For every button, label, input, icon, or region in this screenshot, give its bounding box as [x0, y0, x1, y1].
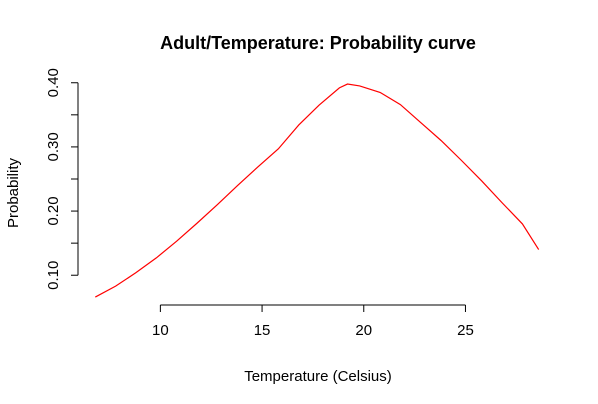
- y-tick-label: 0.40: [45, 68, 62, 97]
- x-tick-label: 20: [355, 322, 372, 339]
- y-tick-label: 0.10: [45, 261, 62, 290]
- chart-title: Adult/Temperature: Probability curve: [160, 33, 476, 53]
- probability-curve: [95, 83, 540, 298]
- x-tick-label: 10: [152, 322, 169, 339]
- y-axis: 0.10 0.20 0.30 0.40: [45, 68, 79, 290]
- plot-area: [95, 83, 540, 298]
- y-axis-label: Probability: [5, 157, 22, 228]
- y-tick-label: 0.30: [45, 132, 62, 161]
- x-tick-label: 15: [254, 322, 271, 339]
- x-axis-label: Temperature (Celsius): [244, 368, 392, 385]
- x-tick-label: 25: [457, 322, 474, 339]
- y-tick-label: 0.20: [45, 196, 62, 225]
- x-axis: 10 15 20 25: [152, 304, 474, 339]
